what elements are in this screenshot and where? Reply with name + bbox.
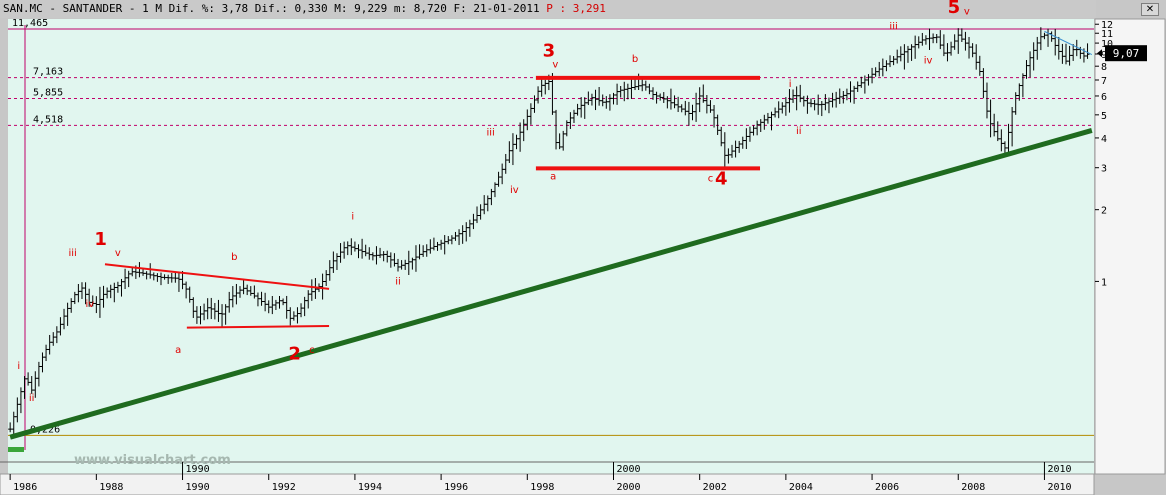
x-major-tick-label: 1990 xyxy=(186,464,210,475)
wave-label-minor: b xyxy=(231,252,237,263)
high-label: M: xyxy=(334,2,348,15)
last-price-box xyxy=(1105,45,1147,62)
x-tick-label: 1994 xyxy=(358,482,382,493)
trendline-blue xyxy=(1044,30,1093,56)
dif-pct-value: 3,78 xyxy=(221,2,249,15)
wave-label-major: 4 xyxy=(715,169,728,190)
x-tick-label: 1990 xyxy=(186,482,210,493)
x-tick-label: 1986 xyxy=(13,482,37,493)
low-label: m: xyxy=(393,2,408,15)
wave-label-minor: iii xyxy=(486,127,494,138)
wave-label-minor: iii xyxy=(889,22,897,33)
x-tick-label: 1996 xyxy=(444,482,468,493)
price-value: 3,291 xyxy=(572,2,606,15)
x-tick-label: 2008 xyxy=(961,482,985,493)
wave-label-minor: v xyxy=(115,248,121,259)
watermark: www.visualchart.com xyxy=(74,453,231,468)
price-bars xyxy=(8,27,1090,435)
wave-label-minor: i xyxy=(17,361,20,372)
wave-label-minor: v xyxy=(964,6,970,17)
start-marker xyxy=(8,447,24,452)
x-tick-label: 1998 xyxy=(530,482,554,493)
wave-label-minor: i xyxy=(351,211,354,222)
close-icon[interactable]: ✕ xyxy=(1141,3,1159,16)
last-price-pointer xyxy=(1097,49,1102,58)
wave-label-major: 5 xyxy=(948,0,961,18)
wave-label-minor: iv xyxy=(510,185,519,196)
last-price-label: 9,07 xyxy=(1113,47,1140,60)
x-tick-label: 2002 xyxy=(703,482,727,493)
level-label: 7,163 xyxy=(33,67,63,78)
quote-header: SAN.MC - SANTANDER - 1 M Dif. %: 3,78 Di… xyxy=(0,0,1096,18)
dif-label: Dif.: xyxy=(254,2,288,15)
wave-label-minor: c xyxy=(708,173,714,184)
wave-label-minor: ii xyxy=(29,393,35,404)
plot-area xyxy=(8,19,1094,474)
trendline-red xyxy=(104,263,330,290)
level-label: 4,518 xyxy=(33,114,63,125)
y-tick-label: 12 xyxy=(1101,20,1113,31)
x-tick-label: 1988 xyxy=(99,482,123,493)
x-major-tick-label: 2000 xyxy=(616,464,640,475)
wave-label-minor: i xyxy=(789,79,792,90)
date-label: F: xyxy=(453,2,467,15)
wave-label-minor: iv xyxy=(86,299,95,310)
price-axis-panel xyxy=(1094,18,1166,475)
dif-value: 0,330 xyxy=(294,2,328,15)
wave-label-minor: a xyxy=(175,345,181,356)
ohlc-bar xyxy=(1085,43,1090,59)
y-tick-label: 8 xyxy=(1101,62,1107,73)
x-tick-label: 2006 xyxy=(875,482,899,493)
x-tick-label: 2004 xyxy=(789,482,813,493)
y-tick-label: 6 xyxy=(1101,92,1107,103)
level-label: 11,465 xyxy=(12,18,48,29)
low-value: 8,720 xyxy=(413,2,447,15)
instrument-name: SANTANDER xyxy=(62,2,123,15)
wave-label-minor: v xyxy=(552,59,558,70)
price-label: P : xyxy=(546,2,567,15)
high-value: 9,229 xyxy=(354,2,388,15)
level-label: 5,855 xyxy=(33,87,63,98)
y-tick-label: 9 xyxy=(1101,50,1107,61)
y-tick-label: 5 xyxy=(1101,111,1107,122)
y-tick-label: 7 xyxy=(1101,76,1107,87)
x-tick-label: 2010 xyxy=(1047,482,1071,493)
symbol: SAN.MC xyxy=(3,2,43,15)
dif-pct-label: Dif. %: xyxy=(168,2,215,15)
wave-label-minor: iv xyxy=(924,56,933,67)
x-tick-label: 1992 xyxy=(272,482,296,493)
wave-label-minor: ii xyxy=(395,277,401,288)
wave-label-minor: a xyxy=(550,171,556,182)
y-tick-label: 4 xyxy=(1101,134,1107,145)
wave-label-minor: ii xyxy=(796,126,802,137)
y-tick-label: 2 xyxy=(1101,206,1107,217)
y-tick-label: 11 xyxy=(1101,29,1113,40)
period: 1 M xyxy=(142,2,162,15)
time-axis-panel xyxy=(0,473,1095,495)
date-value: 21-01-2011 xyxy=(473,2,540,15)
wave-label-major: 1 xyxy=(94,229,107,250)
x-tick-label: 2000 xyxy=(616,482,640,493)
wave-label-minor: c xyxy=(309,345,315,356)
y-tick-label: 3 xyxy=(1101,164,1107,175)
wave-label-minor: b xyxy=(632,54,638,65)
trendline-red xyxy=(186,325,330,329)
wave-label-major: 3 xyxy=(543,40,556,61)
y-tick-label: 1 xyxy=(1101,277,1107,288)
y-tick-label: 10 xyxy=(1101,39,1113,50)
wave-label-major: 2 xyxy=(288,344,301,365)
wave-label-minor: iii xyxy=(68,248,76,259)
x-major-tick-label: 2010 xyxy=(1047,464,1071,475)
trendline-green xyxy=(9,128,1093,440)
